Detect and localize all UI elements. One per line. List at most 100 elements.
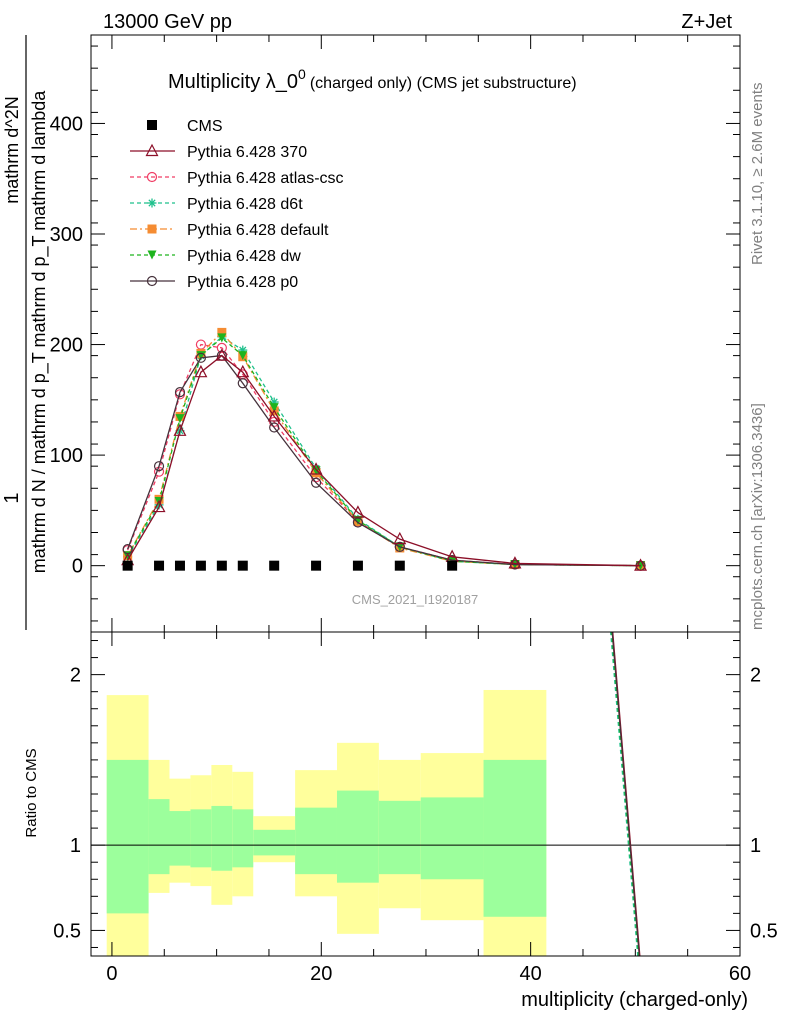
ratio-y-tick-label: 2 xyxy=(70,665,81,687)
cms-point xyxy=(154,560,165,571)
main-series xyxy=(121,327,648,571)
legend-marker xyxy=(147,250,157,260)
x-axis-label: multiplicity (charged-only) xyxy=(521,989,748,1011)
series-point-def xyxy=(217,327,227,337)
legend-entry-p370: Pythia 6.428 370 xyxy=(130,143,307,161)
cms-point xyxy=(216,560,227,571)
ratio-band-inner xyxy=(148,799,170,875)
rivet-label: Rivet 3.1.10, ≥ 2.6M events xyxy=(749,83,766,266)
main-y-tick-label: 400 xyxy=(50,113,83,135)
cms-point xyxy=(352,560,363,571)
main-y-label: 1 mathrm d N / mathrm d p_T mathrm d p_T… xyxy=(1,35,50,630)
legend-entry-p0: Pythia 6.428 p0 xyxy=(130,274,298,291)
ratio-band-inner xyxy=(378,800,421,875)
cms-point xyxy=(174,560,185,571)
series-point-p370 xyxy=(194,364,208,378)
ratio-band-inner xyxy=(420,797,484,880)
legend-marker xyxy=(147,198,157,208)
ratio-band-inner xyxy=(483,759,547,917)
series-point-p370 xyxy=(215,348,229,361)
ratio-band-inner xyxy=(295,807,337,875)
series-point-p370 xyxy=(173,423,187,436)
series-point-p0 xyxy=(269,422,280,433)
series-point-dw xyxy=(217,333,227,343)
y-label-denominator: mathrm d N / mathrm d p_T mathrm d p_T m… xyxy=(29,90,50,573)
legend-marker xyxy=(146,275,158,287)
chart-title: Multiplicity λ_00(charged only) (CMS jet… xyxy=(168,66,577,93)
series-line-p370 xyxy=(127,354,641,567)
series-point-dw xyxy=(175,414,185,424)
main-y-tick-label: 200 xyxy=(50,335,83,357)
cms-point xyxy=(237,560,248,571)
ratio-y-tick-label: 1 xyxy=(70,835,81,857)
x-tick-label: 0 xyxy=(106,963,117,985)
series-point-p370 xyxy=(393,531,407,545)
ratio-line-d6t xyxy=(609,632,639,956)
cms-point xyxy=(447,560,458,571)
ratio-y-tick-label-right: 0.5 xyxy=(750,920,778,942)
series-point-p0 xyxy=(509,559,521,570)
legend-label: Pythia 6.428 atlas-csc xyxy=(187,170,344,187)
ratio-curves xyxy=(609,632,641,956)
series-point-p0 xyxy=(352,517,364,528)
y-label-numerator: 1 xyxy=(1,492,23,503)
ratio-band-inner xyxy=(253,829,296,856)
series-line-p0 xyxy=(127,354,641,567)
main-y-tick-label: 100 xyxy=(50,445,83,467)
cms-point xyxy=(394,560,405,571)
series-point-p370 xyxy=(309,462,323,475)
legend-entry-atlas: Pythia 6.428 atlas-csc xyxy=(130,170,344,187)
cms-point xyxy=(311,560,322,571)
energy-label: 13000 GeV pp xyxy=(103,11,232,33)
legend: CMS Pythia 6.428 370 Pythia 6.428 atlas-cs… xyxy=(130,118,344,291)
series-point-p370 xyxy=(267,409,281,422)
series-point-p0 xyxy=(237,378,248,389)
series-point-p370 xyxy=(634,558,648,571)
ratio-y-tick-label-right: 1 xyxy=(750,835,761,857)
legend-entry-d6t: Pythia 6.428 d6t xyxy=(130,196,303,213)
ratio-band-inner xyxy=(232,809,254,868)
ratio-band-inner xyxy=(106,759,149,914)
ratio-line-p0 xyxy=(611,632,640,956)
ratio-y-label: Ratio to CMS xyxy=(23,748,40,837)
ratio-band-inner xyxy=(211,805,233,871)
legend-label: Pythia 6.428 default xyxy=(187,222,329,239)
series-point-p370 xyxy=(351,505,365,518)
legend-entry-cms: CMS xyxy=(147,118,223,135)
axis-ticks: 0 100 200 300 400 0 20 40 60 0.5 0.5 1 1 2 2 xyxy=(50,35,778,985)
ratio-uncertainty-bands xyxy=(106,689,547,956)
y-label-numerator-2: mathrm d^2N xyxy=(2,96,22,203)
legend-label: Pythia 6.428 d6t xyxy=(187,196,303,213)
main-y-tick-label: 300 xyxy=(50,224,83,246)
series-point-p0 xyxy=(195,352,207,363)
mcplots-label: mcplots.cern.ch [arXiv:1306.3436] xyxy=(749,403,766,630)
series-line-d6t xyxy=(127,336,641,567)
x-tick-label: 40 xyxy=(520,963,542,985)
series-atlas xyxy=(122,339,646,571)
series-line-atlas xyxy=(127,343,641,567)
legend-entry-def: Pythia 6.428 default xyxy=(130,222,329,239)
series-point-p0 xyxy=(310,477,322,488)
series-p0 xyxy=(122,350,646,571)
series-point-p0 xyxy=(394,541,405,552)
series-line-def xyxy=(127,331,641,567)
legend-marker xyxy=(147,120,157,130)
title-main: Multiplicity λ_00(charged only) (CMS jet… xyxy=(168,66,577,93)
main-y-tick-label: 0 xyxy=(72,556,83,578)
legend-entry-dw: Pythia 6.428 dw xyxy=(130,248,301,265)
cms-point xyxy=(122,560,133,571)
ratio-y-tick-label-right: 2 xyxy=(750,665,761,687)
series-p370 xyxy=(121,348,648,571)
series-point-p0 xyxy=(153,461,165,472)
series-dw xyxy=(123,333,646,571)
legend-label: Pythia 6.428 370 xyxy=(187,144,307,161)
series-point-p0 xyxy=(174,386,186,398)
legend-marker xyxy=(147,224,157,234)
legend-marker xyxy=(146,171,158,183)
series-point-p370 xyxy=(508,556,522,569)
ratio-band-inner xyxy=(169,811,191,866)
series-point-dw xyxy=(269,403,279,413)
legend-marker xyxy=(145,143,159,157)
